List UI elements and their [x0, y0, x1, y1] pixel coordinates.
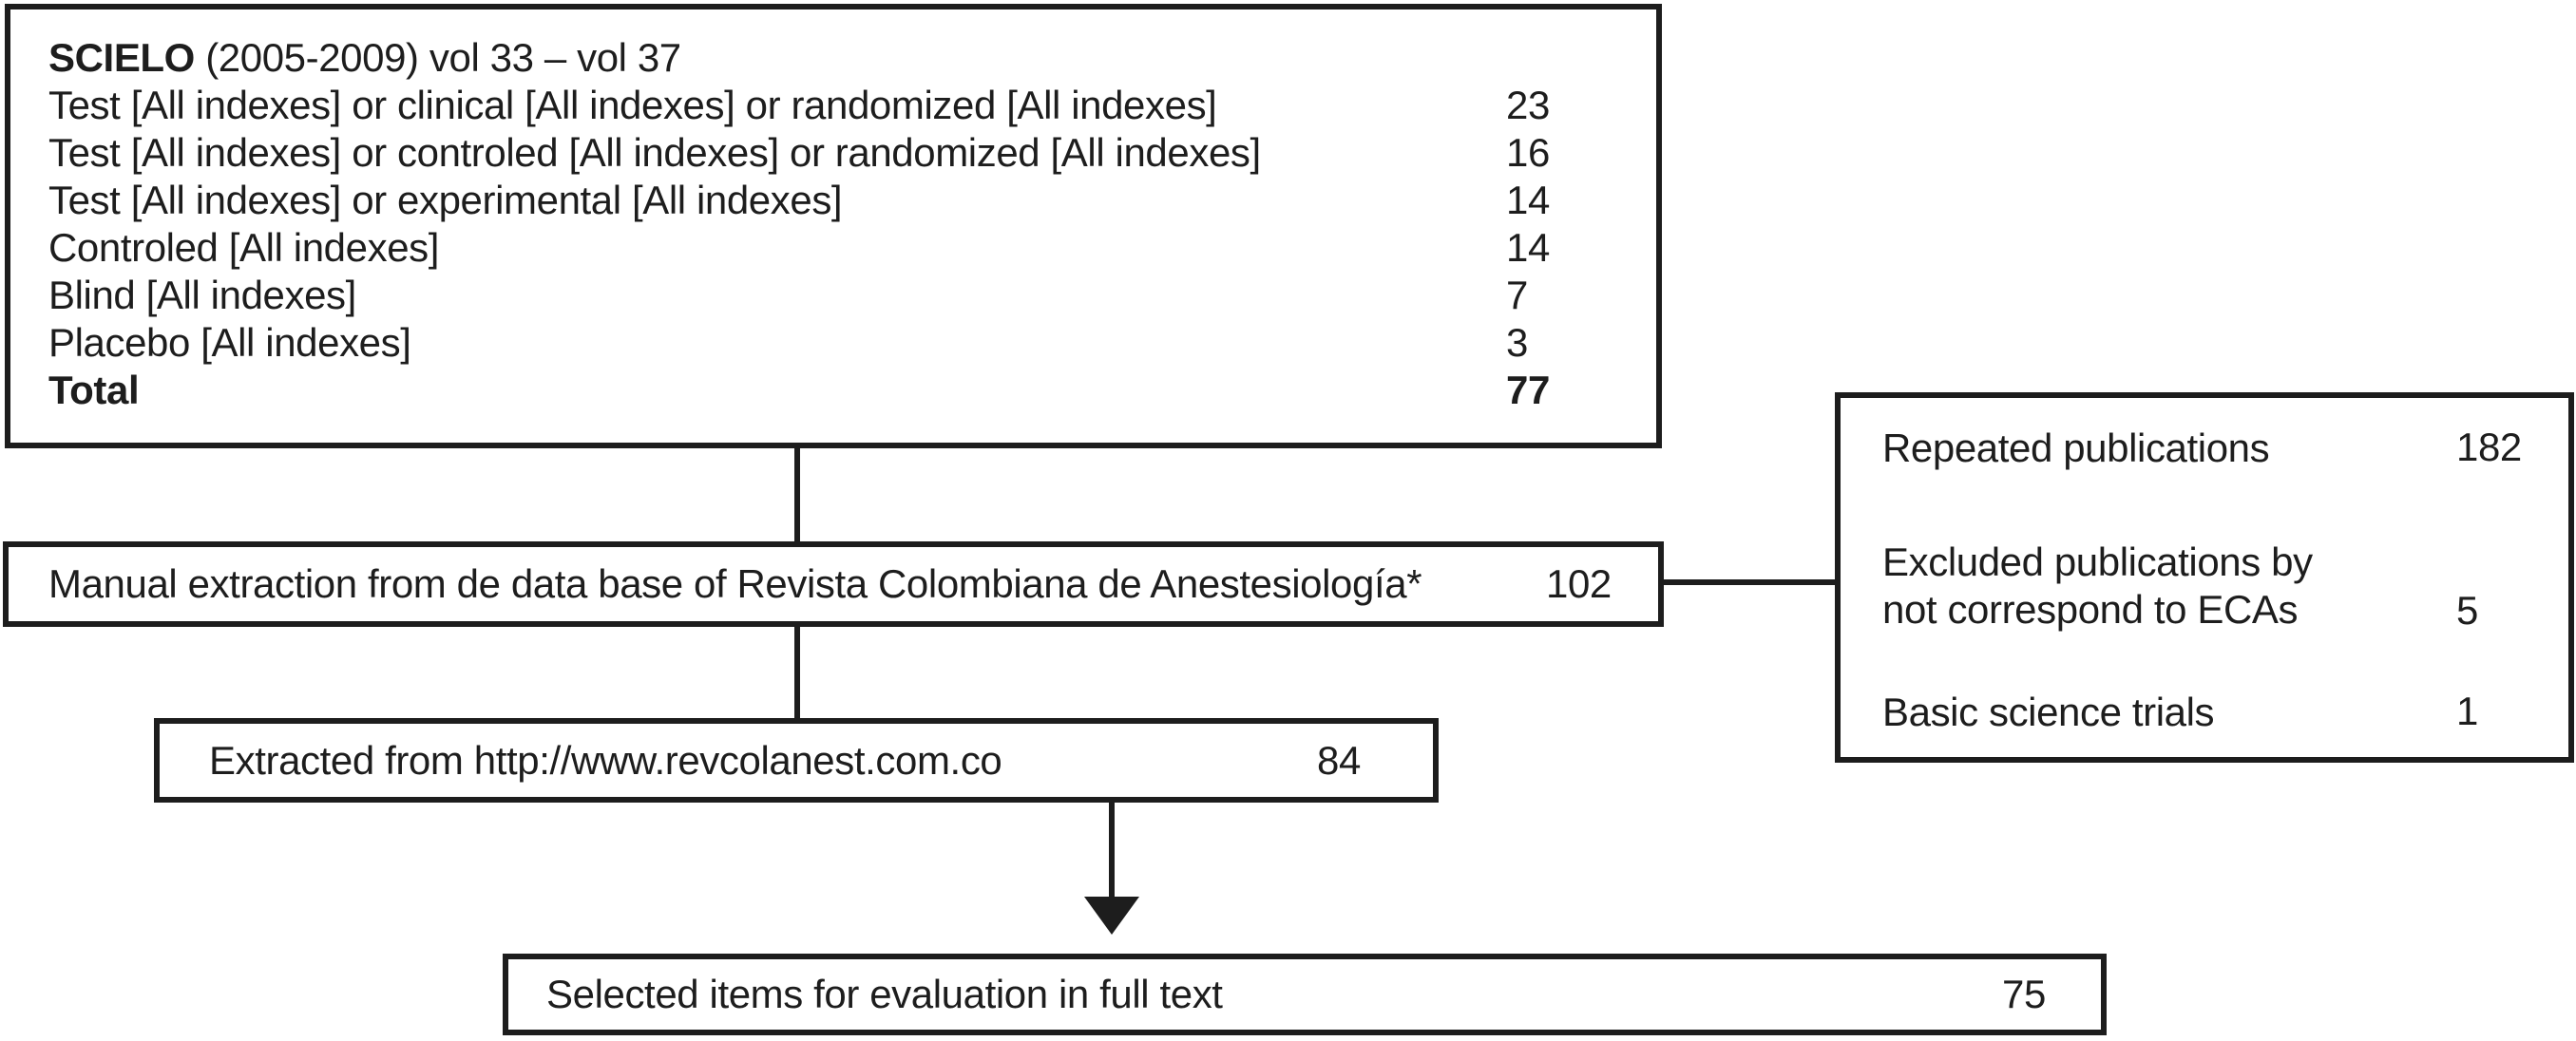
repeated-publications-count: 182 [2456, 425, 2522, 469]
down-arrow-head-icon [1084, 897, 1139, 935]
web-extraction-count: 84 [1317, 737, 1361, 783]
excluded-publications-label-line1: Excluded publications by [1882, 539, 2313, 584]
excluded-publications-label-line2: not correspond to ECAs [1882, 587, 2299, 632]
connector-scielo-to-manual [794, 448, 800, 543]
down-arrow-line [1109, 800, 1115, 899]
search-term-label: Test [All indexes] or clinical [All inde… [48, 83, 1217, 127]
web-extraction-box: Extracted from http://www.revcolanest.co… [154, 718, 1439, 803]
exclusions-box: Repeated publications 182 Excluded publi… [1835, 392, 2574, 763]
total-count: 77 [1506, 368, 1550, 412]
total-row: Total 77 [48, 367, 1656, 414]
search-term-count: 23 [1506, 83, 1550, 127]
search-term-row: Test [All indexes] or clinical [All inde… [48, 82, 1656, 129]
excluded-publications-label: Excluded publications by not correspond … [1882, 539, 2313, 634]
search-term-label: Controled [All indexes] [48, 225, 440, 270]
search-term-label: Placebo [All indexes] [48, 320, 411, 365]
scielo-title-rest: (2005-2009) vol 33 – vol 37 [194, 35, 681, 80]
selected-items-label: Selected items for evaluation in full te… [546, 972, 1223, 1016]
selected-items-box: Selected items for evaluation in full te… [503, 954, 2107, 1035]
scielo-title-row: SCIELO (2005-2009) vol 33 – vol 37 [48, 34, 1656, 82]
search-term-row: Blind [All indexes] 7 [48, 272, 1656, 319]
search-term-label: Test [All indexes] or controled [All ind… [48, 130, 1261, 175]
search-term-row: Test [All indexes] or controled [All ind… [48, 129, 1656, 177]
search-term-label: Blind [All indexes] [48, 273, 356, 317]
basic-science-trials-label: Basic science trials [1882, 690, 2215, 734]
manual-extraction-count: 102 [1546, 561, 1612, 606]
search-term-count: 14 [1506, 178, 1550, 222]
repeated-publications-label: Repeated publications [1882, 426, 2270, 470]
manual-extraction-label: Manual extraction from de data base of R… [48, 561, 1422, 606]
search-term-row: Placebo [All indexes] 3 [48, 319, 1656, 367]
search-term-count: 7 [1506, 273, 1528, 317]
total-label: Total [48, 368, 140, 412]
excluded-publications-count: 5 [2456, 588, 2478, 633]
basic-science-trials-count: 1 [2456, 689, 2478, 733]
connector-manual-to-exclusions [1662, 579, 1837, 585]
scielo-search-box: SCIELO (2005-2009) vol 33 – vol 37 Test … [5, 4, 1662, 448]
search-term-row: Test [All indexes] or experimental [All … [48, 177, 1656, 224]
manual-extraction-box: Manual extraction from de data base of R… [3, 541, 1664, 627]
search-term-count: 16 [1506, 130, 1550, 175]
search-term-count: 14 [1506, 225, 1550, 270]
web-extraction-label: Extracted from http://www.revcolanest.co… [209, 737, 1002, 783]
search-term-row: Controled [All indexes] 14 [48, 224, 1656, 272]
search-term-label: Test [All indexes] or experimental [All … [48, 178, 843, 222]
scielo-title-bold: SCIELO [48, 35, 195, 80]
selected-items-count: 75 [2002, 972, 2046, 1016]
search-term-count: 3 [1506, 320, 1528, 365]
connector-manual-to-extracted [794, 625, 800, 720]
